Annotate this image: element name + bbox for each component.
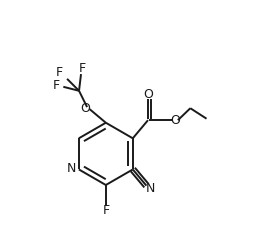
Text: O: O <box>81 102 91 115</box>
Text: F: F <box>79 62 86 75</box>
Text: N: N <box>67 163 77 175</box>
Text: O: O <box>143 88 153 101</box>
Text: F: F <box>56 66 63 79</box>
Text: F: F <box>52 79 59 92</box>
Text: N: N <box>146 182 155 195</box>
Text: F: F <box>102 204 109 217</box>
Text: O: O <box>171 114 181 127</box>
